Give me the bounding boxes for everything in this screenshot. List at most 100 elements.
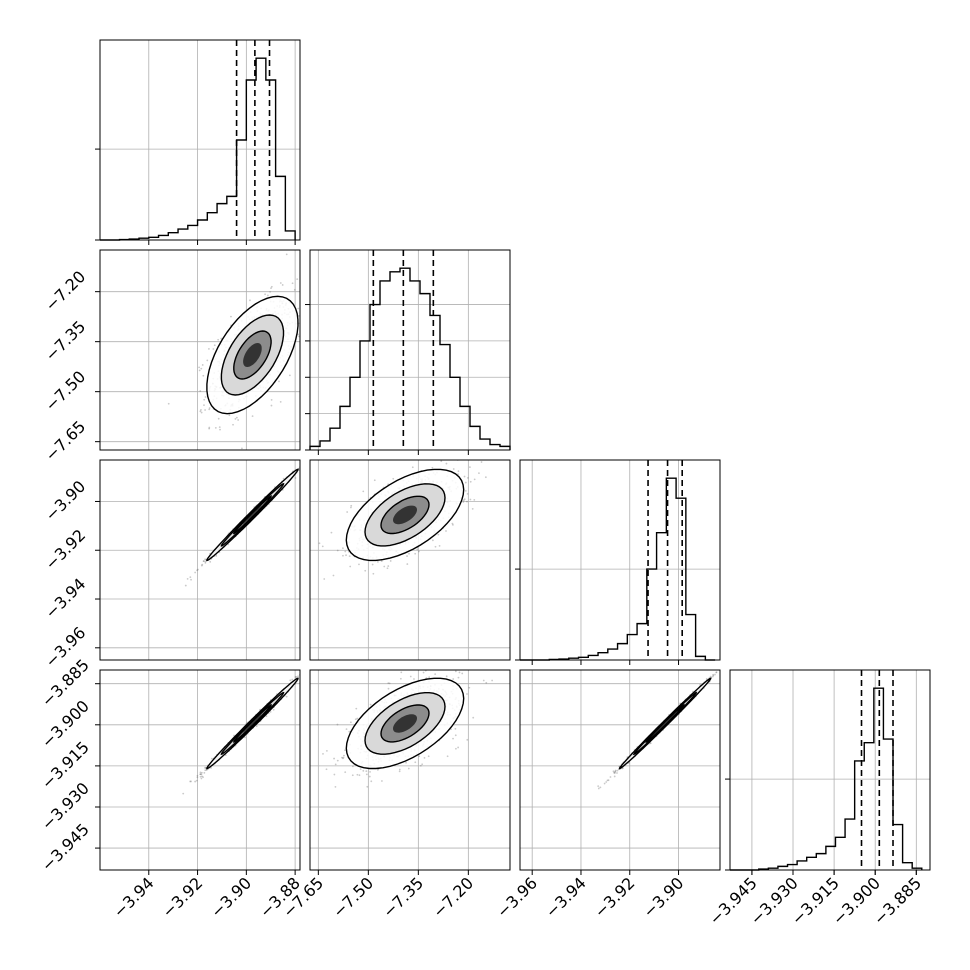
sample-point bbox=[478, 472, 480, 475]
histogram-1 bbox=[309, 267, 511, 450]
sample-point bbox=[427, 755, 430, 758]
sample-point bbox=[473, 478, 476, 481]
sample-point bbox=[204, 396, 207, 398]
sample-point bbox=[333, 757, 335, 760]
sample-point bbox=[469, 498, 472, 501]
sample-point bbox=[314, 280, 316, 282]
sample-point bbox=[348, 555, 351, 557]
sample-point bbox=[405, 761, 407, 764]
sample-point bbox=[466, 693, 468, 695]
sample-point bbox=[381, 780, 383, 782]
sample-point bbox=[189, 576, 192, 579]
sample-point bbox=[214, 427, 217, 429]
sample-point bbox=[291, 282, 294, 285]
sample-point bbox=[332, 574, 335, 577]
hist-frame-2 bbox=[519, 459, 721, 661]
sample-point bbox=[209, 560, 212, 563]
sample-point bbox=[341, 756, 343, 759]
sample-point bbox=[469, 466, 471, 469]
sample-point bbox=[232, 423, 234, 426]
sample-point bbox=[308, 789, 310, 791]
sample-point bbox=[399, 677, 402, 680]
sample-point bbox=[428, 676, 431, 679]
sample-point bbox=[411, 466, 414, 469]
sample-point bbox=[234, 418, 237, 420]
sample-point bbox=[392, 477, 395, 480]
sample-point bbox=[455, 747, 457, 750]
sample-point bbox=[293, 288, 296, 291]
panel-3-0 bbox=[182, 673, 303, 795]
sample-point bbox=[446, 755, 449, 758]
sample-point bbox=[296, 278, 299, 281]
sample-point bbox=[466, 738, 469, 741]
sample-point bbox=[484, 476, 487, 479]
sample-point bbox=[288, 374, 291, 377]
sample-point bbox=[186, 577, 189, 580]
sample-point bbox=[303, 462, 305, 464]
sample-point bbox=[452, 678, 455, 680]
histogram-3 bbox=[730, 687, 923, 871]
sample-point bbox=[406, 555, 408, 557]
sample-point bbox=[278, 380, 280, 383]
sample-point bbox=[431, 539, 434, 542]
sample-point bbox=[387, 682, 390, 685]
sample-point bbox=[304, 463, 306, 465]
sample-point bbox=[244, 736, 246, 739]
sample-point bbox=[203, 404, 205, 407]
sample-point bbox=[289, 679, 292, 682]
sample-point bbox=[369, 703, 372, 706]
sample-point bbox=[422, 671, 425, 674]
sample-point bbox=[462, 499, 465, 502]
sample-point bbox=[421, 763, 424, 766]
sample-point bbox=[200, 411, 203, 414]
sample-point bbox=[709, 675, 712, 678]
sample-point bbox=[679, 702, 681, 705]
sample-point bbox=[445, 675, 448, 678]
sample-point bbox=[422, 458, 424, 460]
sample-point bbox=[452, 737, 454, 740]
sample-point bbox=[199, 773, 202, 776]
sample-point bbox=[471, 507, 474, 510]
panel-frame-0 bbox=[99, 249, 301, 451]
hist-frame-3 bbox=[729, 669, 931, 871]
sample-point bbox=[201, 775, 203, 778]
sample-point bbox=[350, 506, 352, 509]
sample-point bbox=[202, 374, 205, 377]
sample-point bbox=[351, 765, 354, 768]
sample-point bbox=[469, 480, 472, 483]
sample-point bbox=[211, 757, 213, 760]
sample-point bbox=[297, 675, 299, 678]
sample-point bbox=[434, 673, 437, 676]
sample-point bbox=[466, 492, 469, 495]
sample-point bbox=[302, 316, 304, 318]
sample-point bbox=[269, 290, 272, 293]
sample-point bbox=[715, 671, 718, 674]
sample-point bbox=[204, 766, 206, 769]
sample-point bbox=[199, 771, 202, 774]
sample-point bbox=[613, 775, 616, 778]
sample-point bbox=[406, 563, 409, 565]
sample-point bbox=[462, 501, 465, 503]
sample-point bbox=[208, 408, 211, 411]
sample-point bbox=[398, 770, 401, 773]
sample-point bbox=[321, 545, 324, 548]
sample-point bbox=[464, 481, 467, 484]
sample-point bbox=[295, 676, 298, 678]
sample-point bbox=[336, 759, 339, 762]
sample-point bbox=[398, 768, 401, 771]
sample-point bbox=[301, 674, 303, 676]
sample-point bbox=[196, 776, 199, 779]
sample-point bbox=[434, 545, 437, 548]
sample-point bbox=[341, 757, 344, 760]
sample-point bbox=[491, 679, 494, 682]
sample-point bbox=[603, 782, 606, 785]
sample-point bbox=[318, 542, 321, 545]
sample-point bbox=[281, 284, 284, 286]
sample-point bbox=[358, 774, 361, 777]
sample-point bbox=[373, 479, 376, 482]
sample-point bbox=[501, 435, 503, 437]
sample-point bbox=[212, 348, 215, 350]
sample-point bbox=[458, 671, 461, 674]
sample-point bbox=[372, 572, 375, 575]
panel-frame-2 bbox=[309, 459, 511, 661]
